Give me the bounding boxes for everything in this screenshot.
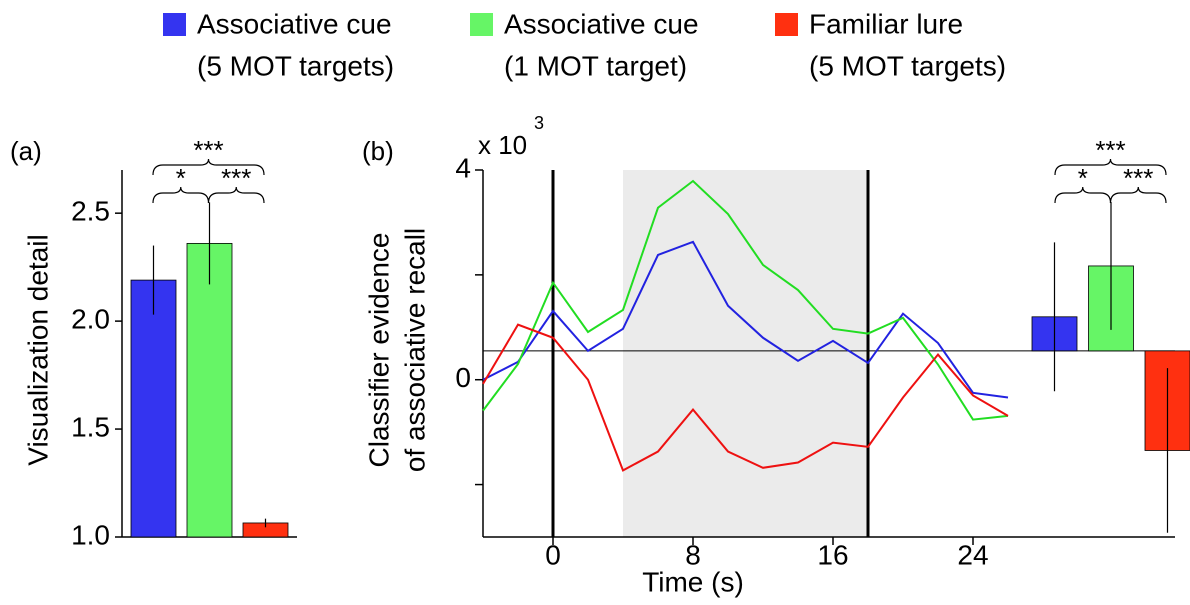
y-axis-label: Classifier evidence — [363, 233, 394, 468]
legend-label: Associative cue — [504, 8, 699, 39]
panel-label: (a) — [10, 136, 42, 166]
significance-brace — [1054, 186, 1112, 204]
y-tick-label: 0 — [455, 362, 471, 393]
significance-brace — [152, 158, 265, 176]
significance-brace — [1109, 186, 1167, 204]
x-axis-label: Time (s) — [642, 566, 744, 597]
y-tick-label: 1.5 — [71, 411, 110, 442]
legend-swatch — [470, 13, 493, 36]
y-axis-label: of associative recall — [399, 228, 430, 472]
y-tick-label: 4 — [455, 152, 471, 183]
x-tick-label: 16 — [817, 539, 848, 570]
x-tick-label: 24 — [957, 539, 988, 570]
y-tick-label: 1.0 — [71, 519, 110, 550]
multiplier-exponent: 3 — [534, 113, 544, 133]
legend-swatch — [775, 13, 798, 36]
x-tick-label: 8 — [685, 539, 701, 570]
legend-label: Associative cue — [197, 8, 392, 39]
significance-brace — [152, 186, 210, 204]
y-axis-label: Visualization detail — [22, 234, 53, 465]
x-tick-label: 0 — [545, 539, 561, 570]
shaded-region — [623, 170, 868, 537]
significance-brace — [207, 186, 265, 204]
legend-label: Familiar lure — [809, 8, 963, 39]
multiplier: x 10 — [478, 130, 527, 160]
series-line — [482, 179, 1009, 421]
y-tick-label: 2.5 — [71, 196, 110, 227]
legend-swatch — [163, 13, 186, 36]
legend-label: (5 MOT targets) — [809, 50, 1006, 81]
significance-brace — [1054, 158, 1167, 176]
y-tick-label: 2.0 — [71, 304, 110, 335]
legend-label: (1 MOT target) — [504, 50, 687, 81]
significance-label: * — [176, 163, 186, 193]
bar — [130, 279, 177, 538]
significance-label: * — [1078, 163, 1088, 193]
series-line — [482, 323, 1009, 472]
panel-label: (b) — [362, 136, 394, 166]
bar — [186, 242, 233, 538]
series-line — [482, 240, 1009, 399]
legend-label: (5 MOT targets) — [197, 50, 394, 81]
